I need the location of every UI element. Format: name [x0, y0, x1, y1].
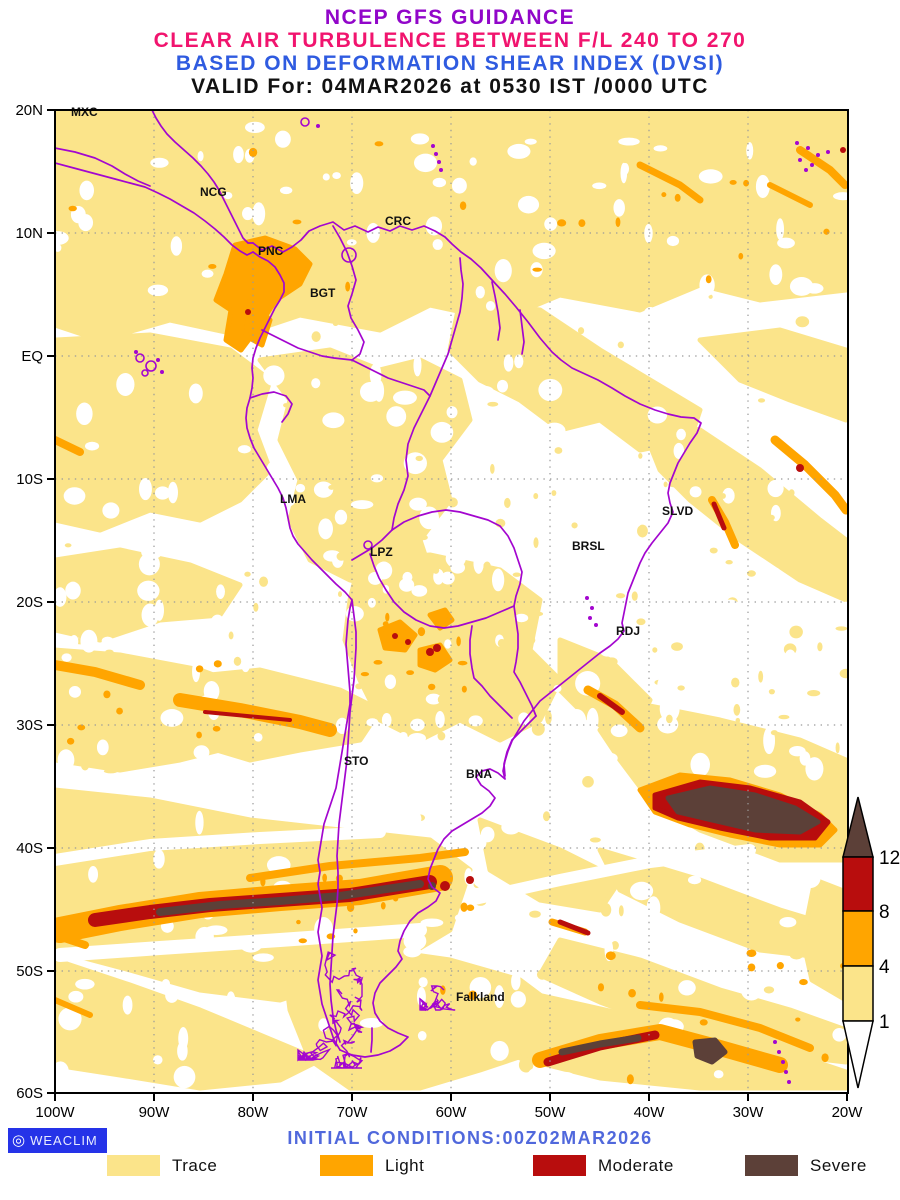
city-label-mxc: MXC	[71, 105, 98, 119]
svg-text:60W: 60W	[436, 1104, 468, 1121]
svg-text:20N: 20N	[15, 102, 43, 119]
svg-text:10N: 10N	[15, 225, 43, 242]
city-label-pnc: PNC	[258, 244, 284, 258]
colorbar-label-4: 4	[879, 957, 890, 978]
weaclim-logo: ◎ WEACLIM	[8, 1128, 107, 1153]
svg-text:100W: 100W	[35, 1104, 75, 1121]
title-product: CLEAR AIR TURBULENCE BETWEEN F/L 240 TO …	[153, 29, 747, 52]
colorbar-label-8: 8	[879, 902, 890, 923]
svg-text:60S: 60S	[16, 1085, 43, 1102]
legend-item-severe: Severe	[745, 1155, 867, 1176]
legend-label-severe: Severe	[810, 1155, 867, 1175]
colorbar-label-12: 12	[879, 848, 900, 869]
legend-swatch-trace	[107, 1155, 160, 1176]
title-method: BASED ON DEFORMATION SHEAR INDEX (DVSI)	[175, 52, 725, 75]
legend-swatch-severe	[745, 1155, 798, 1176]
city-label-brsl: BRSL	[572, 539, 605, 553]
y-axis: 20N 10N EQ 10S 20S 30S 40S 50S 60S	[15, 102, 55, 1102]
colorbar: 12 8 4 1	[842, 796, 900, 1089]
svg-text:50S: 50S	[16, 963, 43, 980]
graticule-grid	[56, 111, 847, 1092]
city-label-slvd: SLVD	[662, 504, 693, 518]
city-label-lpz: LPZ	[370, 545, 393, 559]
legend: Trace Light Moderate Severe	[0, 1155, 900, 1185]
colorbar-label-1: 1	[879, 1012, 890, 1033]
legend-item-trace: Trace	[107, 1155, 217, 1176]
svg-text:90W: 90W	[139, 1104, 171, 1121]
title-valid-time: VALID For: 04MAR2026 at 0530 IST /0000 U…	[191, 75, 709, 98]
svg-text:40S: 40S	[16, 840, 43, 857]
country-borders	[56, 111, 830, 1084]
svg-text:40W: 40W	[634, 1104, 666, 1121]
weaclim-label: WEACLIM	[30, 1133, 98, 1148]
title-model: NCEP GFS GUIDANCE	[324, 6, 576, 29]
city-label-sto: STO	[344, 754, 368, 768]
legend-item-light: Light	[320, 1155, 424, 1176]
city-labels: MXC NCG CRC PNC BGT LMA LPZ SLVD BRSL RDJ STO BNA Fa…	[71, 105, 693, 1004]
svg-text:30S: 30S	[16, 717, 43, 734]
city-label-crc: CRC	[385, 214, 411, 228]
legend-item-moderate: Moderate	[533, 1155, 674, 1176]
city-label-falkland: Falkland	[456, 990, 505, 1004]
city-label-bgt: BGT	[310, 286, 336, 300]
legend-swatch-moderate	[533, 1155, 586, 1176]
city-label-bna: BNA	[466, 767, 492, 781]
svg-text:30W: 30W	[733, 1104, 765, 1121]
weaclim-icon: ◎	[12, 1132, 26, 1149]
legend-label-light: Light	[385, 1155, 425, 1175]
chart-titles: NCEP GFS GUIDANCE CLEAR AIR TURBULENCE B…	[0, 6, 900, 98]
city-label-rdj: RDJ	[616, 624, 640, 638]
city-label-lma: LMA	[280, 492, 306, 506]
turbulence-field	[56, 111, 847, 1091]
svg-text:20S: 20S	[16, 594, 43, 611]
x-axis: 100W 90W 80W 70W 60W 50W 40W 30W 20W	[35, 1093, 863, 1121]
svg-text:80W: 80W	[238, 1104, 270, 1121]
svg-text:70W: 70W	[337, 1104, 369, 1121]
svg-text:EQ: EQ	[21, 348, 43, 365]
legend-swatch-light	[320, 1155, 373, 1176]
city-label-ncg: NCG	[200, 185, 227, 199]
svg-text:20W: 20W	[832, 1104, 864, 1121]
svg-text:10S: 10S	[16, 471, 43, 488]
initial-conditions-text: INITIAL CONDITIONS:00Z02MAR2026	[287, 1128, 653, 1148]
legend-label-trace: Trace	[172, 1155, 218, 1175]
legend-label-moderate: Moderate	[598, 1155, 674, 1175]
svg-text:50W: 50W	[535, 1104, 567, 1121]
